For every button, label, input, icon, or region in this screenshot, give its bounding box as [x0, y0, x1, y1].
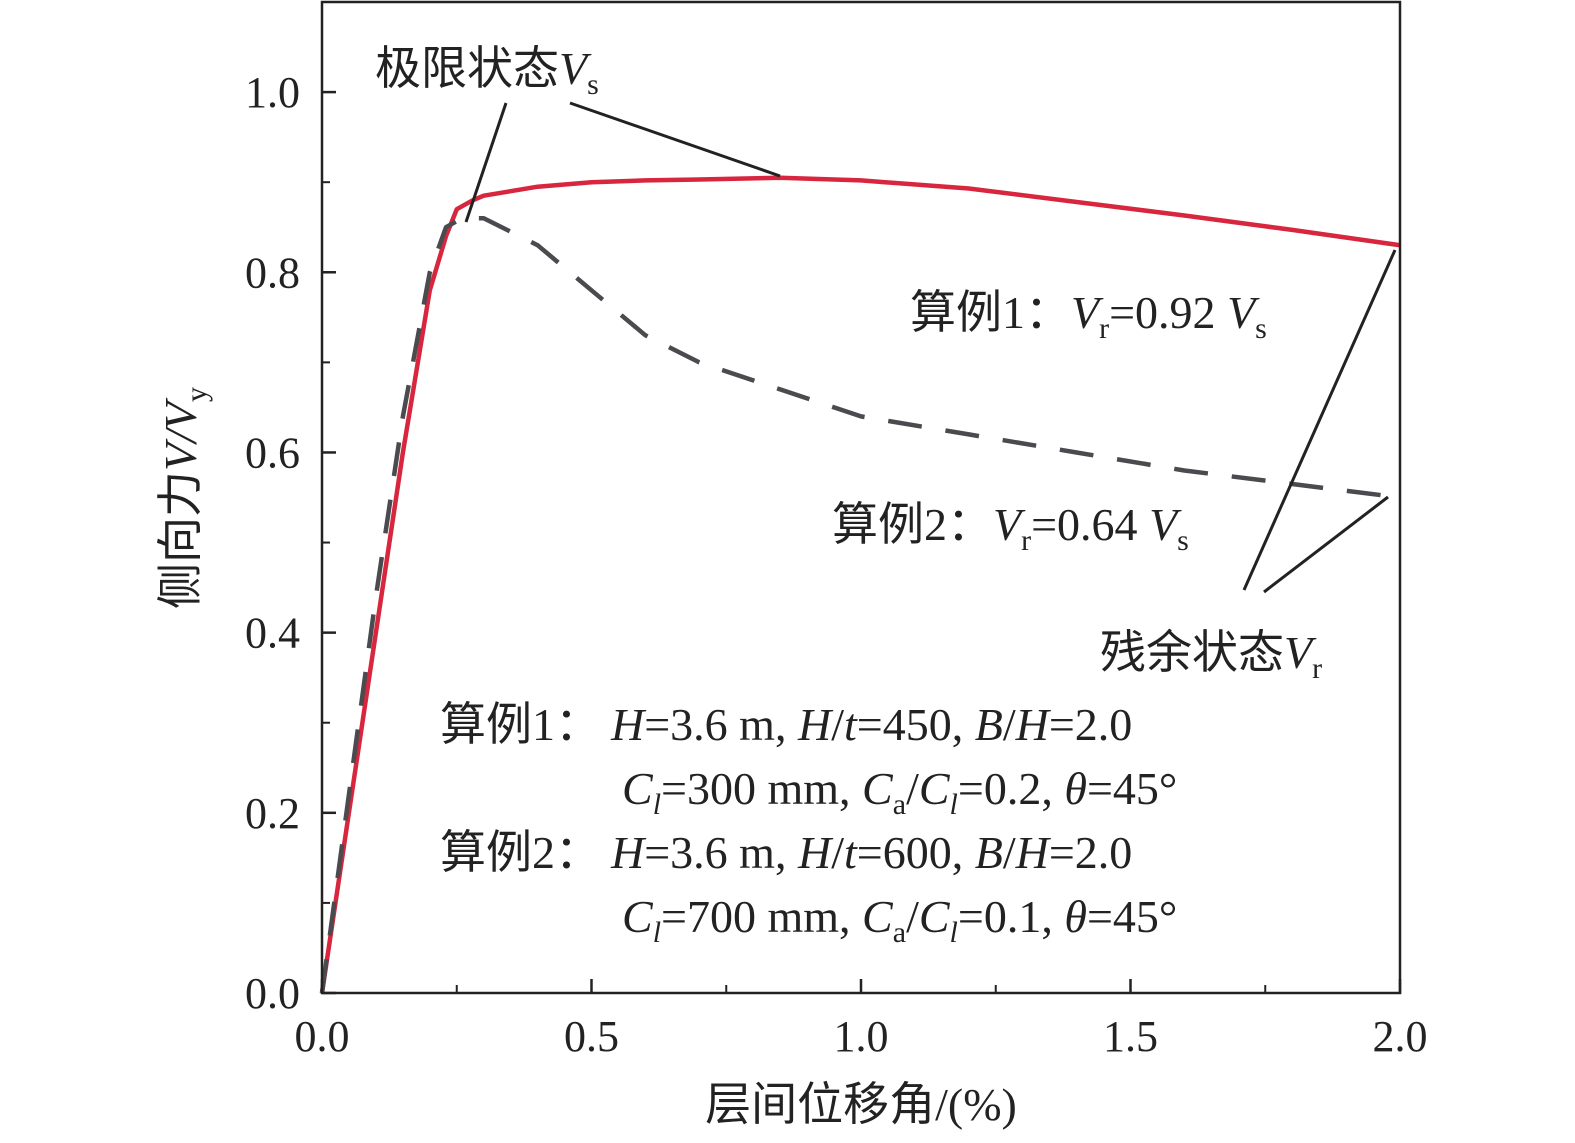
limit-state-label: 极限状态Vs — [375, 43, 599, 101]
y-tick-label: 0.6 — [245, 428, 300, 477]
y-axis-title: 侧向力V/Vy — [155, 387, 213, 609]
y-tick-label: 0.8 — [245, 248, 300, 297]
case2-params-line2: Cl=700 mm, Ca/Cl=0.1, θ=45° — [622, 891, 1177, 949]
y-tick-label: 0.0 — [245, 969, 300, 1018]
leader-limit-solid — [569, 101, 781, 178]
leader-residual-dashed — [1263, 495, 1389, 594]
data-series — [319, 175, 1401, 994]
series-line-1 — [319, 175, 1401, 994]
leader-limit-dashed — [464, 102, 508, 223]
x-tick-label: 1.5 — [1103, 1012, 1158, 1061]
leader-lines — [464, 101, 1397, 594]
x-tick-label: 0.0 — [295, 1012, 350, 1061]
x-tick-label: 0.5 — [564, 1012, 619, 1061]
plot-frame — [320, 0, 1402, 995]
x-tick-label: 1.0 — [834, 1012, 889, 1061]
case1-ratio-label: 算例1：Vr=0.92 Vs — [910, 287, 1267, 345]
y-tick-label: 0.4 — [245, 609, 300, 658]
series-line-2 — [319, 215, 1401, 994]
leader-residual-solid — [1242, 249, 1397, 591]
y-tick-label: 0.2 — [245, 789, 300, 838]
x-axis-title: 层间位移角/(%) — [705, 1079, 1017, 1130]
case1-params-line2: Cl=300 mm, Ca/Cl=0.2, θ=45° — [622, 763, 1177, 821]
x-tick-label: 2.0 — [1373, 1012, 1428, 1061]
tick-labels: 0.0 0.5 1.0 1.5 2.0 0.0 0.2 0.4 0.6 0.8 1.0 — [245, 68, 1428, 1061]
y-tick-label: 1.0 — [245, 68, 300, 117]
case1-params-line1: 算例1： H=3.6 m, H/t=450, B/H=2.0 — [440, 699, 1132, 750]
residual-state-label: 残余状态Vr — [1100, 627, 1322, 685]
axis-ticks — [320, 90, 1402, 995]
case2-params-line1: 算例2： H=3.6 m, H/t=600, B/H=2.0 — [440, 827, 1132, 878]
case2-ratio-label: 算例2：Vr=0.64 Vs — [832, 499, 1189, 557]
